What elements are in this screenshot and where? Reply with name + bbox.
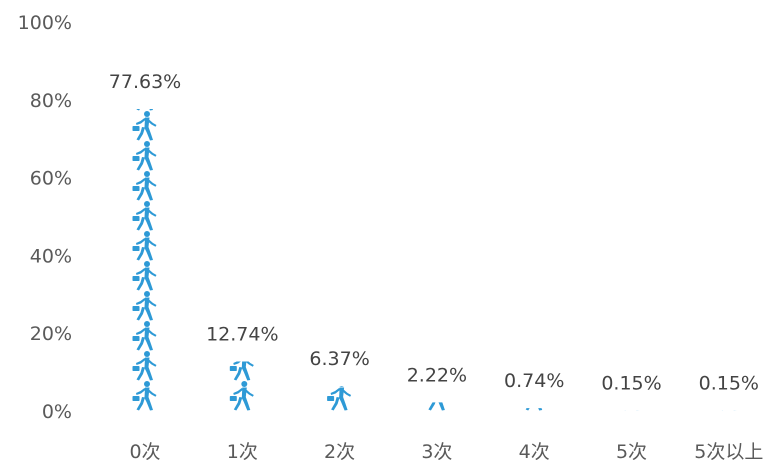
x-category-label: 3次 (421, 441, 452, 463)
walking-person-icon (327, 386, 352, 411)
bars-group (132, 109, 741, 411)
data-labels-group: 77.63% 12.74% 6.37% 2.22% 0.74% 0.15% 0.15% (109, 71, 759, 394)
data-label: 0.74% (504, 370, 564, 392)
x-category-label: 0次 (129, 441, 160, 463)
bar-2次 (327, 386, 352, 411)
x-category-label: 1次 (227, 441, 258, 463)
data-label: 0.15% (601, 372, 661, 394)
walking-person-icon (132, 111, 157, 141)
walking-person-icon (229, 381, 254, 411)
data-label: 12.74% (206, 323, 278, 345)
y-axis-tick-labels: 0% 20% 40% 60% 80% 100% (18, 12, 72, 423)
bar-1次 (229, 361, 254, 411)
y-tick-label: 80% (30, 90, 72, 112)
walking-person-icon (132, 381, 157, 411)
data-label: 0.15% (699, 372, 759, 394)
y-tick-label: 60% (30, 168, 72, 190)
y-tick-label: 0% (42, 401, 72, 423)
data-label: 2.22% (407, 364, 467, 386)
walking-person-icon (132, 141, 157, 171)
data-label: 6.37% (309, 348, 369, 370)
walking-person-icon (132, 201, 157, 231)
walking-person-icon (132, 261, 157, 291)
y-tick-label: 100% (18, 12, 72, 34)
y-tick-label: 20% (30, 323, 72, 345)
data-label: 77.63% (109, 71, 181, 93)
walking-person-icon (132, 321, 157, 351)
walking-person-icon (132, 231, 157, 261)
walking-person-icon (229, 361, 254, 381)
bar-0次 (132, 109, 157, 411)
x-category-label: 5次 (616, 441, 647, 463)
x-category-label: 5次以上 (694, 441, 763, 463)
x-category-label: 4次 (519, 441, 550, 463)
x-axis-category-labels: 0次 1次 2次 3次 4次 5次 5次以上 (129, 441, 763, 463)
walking-person-icon (132, 351, 157, 381)
walking-person-icon (132, 171, 157, 201)
walking-person-icon (132, 291, 157, 321)
y-tick-label: 40% (30, 245, 72, 267)
x-category-label: 2次 (324, 441, 355, 463)
